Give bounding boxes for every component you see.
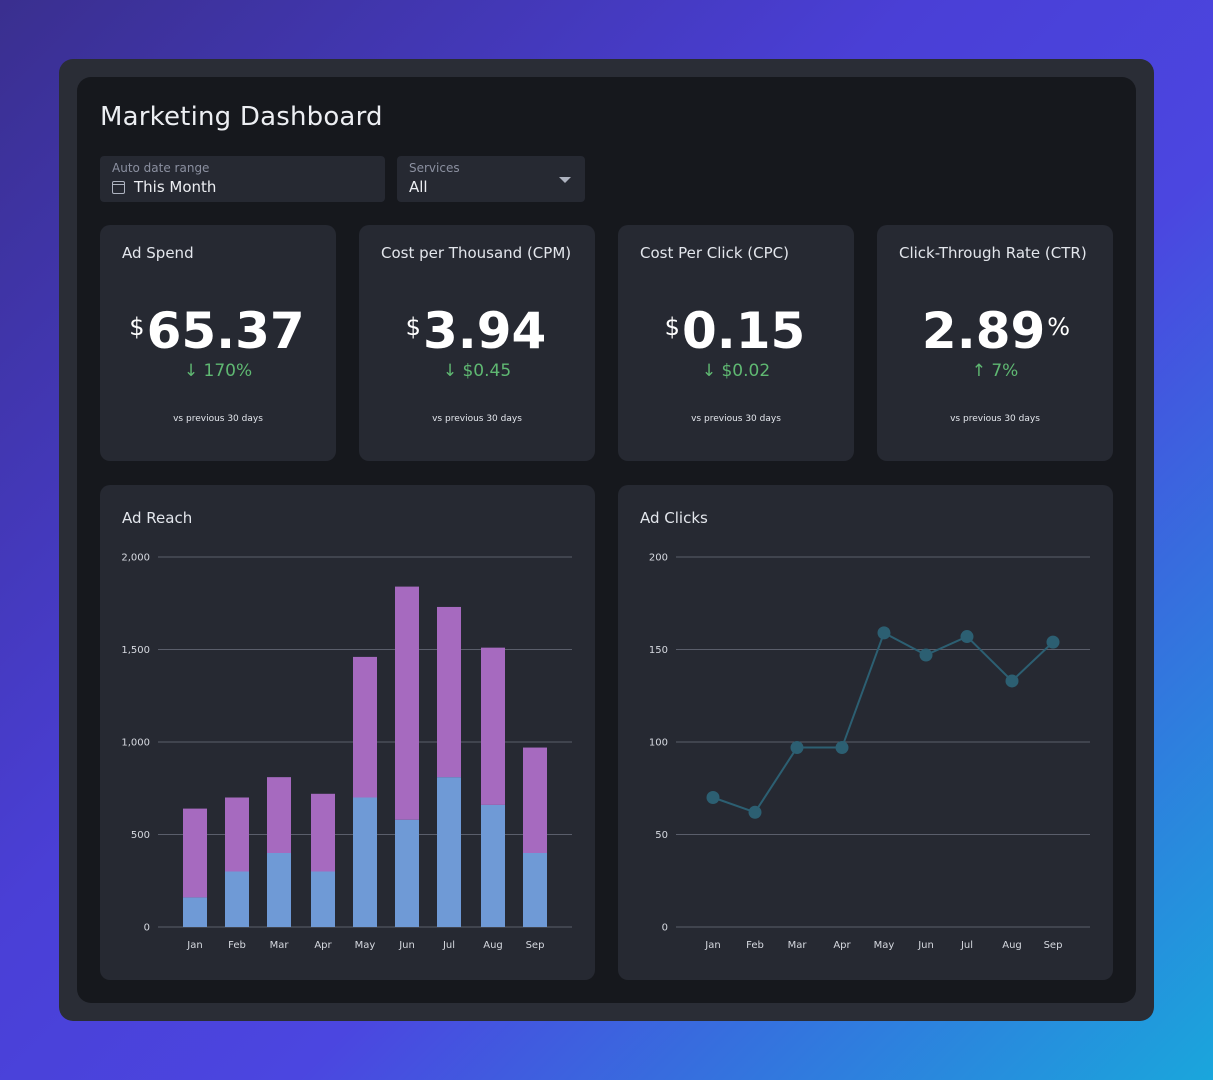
bar-lower xyxy=(183,897,207,927)
data-point xyxy=(790,741,804,755)
kpi-note: vs previous 30 days xyxy=(173,414,263,424)
services-value: All xyxy=(409,178,428,196)
x-tick-label: Apr xyxy=(833,940,851,951)
bar-upper xyxy=(225,797,249,872)
kpi-value: $3.94 xyxy=(405,302,547,360)
kpi-delta: ↑ 7% xyxy=(971,361,1019,381)
chart-title: Ad Clicks xyxy=(640,509,708,527)
bar-upper xyxy=(395,586,419,820)
y-tick-label: 2,000 xyxy=(121,553,150,564)
y-tick-label: 50 xyxy=(655,830,668,841)
x-tick-label: Jun xyxy=(917,940,934,951)
x-tick-label: May xyxy=(874,940,895,951)
kpi-note: vs previous 30 days xyxy=(432,414,522,424)
x-tick-label: Mar xyxy=(788,940,808,951)
services-label: Services xyxy=(409,161,460,175)
kpi-title: Cost per Thousand (CPM) xyxy=(381,244,572,262)
kpi-note: vs previous 30 days xyxy=(691,414,781,424)
bar-upper xyxy=(481,647,505,805)
series-line xyxy=(712,631,1054,814)
ad-reach-chart: 0 500 1,000 1,500 2,000 Jan Feb Mar Apr May Jun Jul… xyxy=(121,553,572,951)
kpi-note: vs previous 30 days xyxy=(950,414,1040,424)
bar-upper xyxy=(353,656,377,798)
x-tick-label: Aug xyxy=(1002,940,1022,951)
x-tick-label: Jul xyxy=(960,940,973,951)
kpi-title: Click-Through Rate (CTR) xyxy=(899,244,1087,262)
date-range-label: Auto date range xyxy=(112,161,210,175)
chart-title: Ad Reach xyxy=(122,509,193,527)
services-filter[interactable]: Services All xyxy=(397,156,585,202)
kpi-value: $0.15 xyxy=(664,302,806,360)
y-tick-label: 1,000 xyxy=(121,738,150,749)
bar-upper xyxy=(437,606,461,778)
data-point xyxy=(748,805,762,819)
bar-upper xyxy=(523,747,547,853)
x-tick-label: Mar xyxy=(270,940,290,951)
date-range-value: This Month xyxy=(134,178,217,196)
kpi-value: 2.89% xyxy=(921,302,1071,360)
data-point xyxy=(1005,674,1019,688)
kpi-card-cpm: Cost per Thousand (CPM) $3.94 ↓ $0.45 vs… xyxy=(359,225,595,461)
page-title: Marketing Dashboard xyxy=(100,102,383,132)
y-tick-label: 0 xyxy=(662,923,668,934)
x-tick-label: Jul xyxy=(442,940,455,951)
x-tick-label: Jan xyxy=(704,940,720,951)
bar-lower xyxy=(395,819,419,927)
data-point xyxy=(1046,635,1060,649)
date-range-filter[interactable]: Auto date range This Month xyxy=(100,156,385,202)
kpi-card-cpc: Cost Per Click (CPC) $0.15 ↓ $0.02 vs pr… xyxy=(618,225,854,461)
x-tick-label: Feb xyxy=(746,940,764,951)
bar-lower xyxy=(267,853,291,927)
bar-lower xyxy=(353,797,377,927)
bar-lower xyxy=(437,777,461,927)
kpi-delta: ↓ 170% xyxy=(183,361,253,381)
x-tick-label: Sep xyxy=(526,940,545,951)
bar-lower xyxy=(523,853,547,927)
x-tick-label: Feb xyxy=(228,940,246,951)
kpi-card-ad-spend: Ad Spend $65.37 ↓ 170% vs previous 30 da… xyxy=(100,225,336,461)
kpi-delta: ↓ $0.02 xyxy=(701,361,771,381)
x-tick-label: May xyxy=(355,940,376,951)
y-tick-label: 0 xyxy=(144,923,150,934)
data-point xyxy=(835,741,849,755)
bar-lower xyxy=(311,871,335,927)
ad-clicks-chart: 0 50 100 150 200 Jan Feb Mar Apr May Jun Jul Aug Sep xyxy=(649,553,1090,951)
bar-lower xyxy=(225,871,249,927)
bar-upper xyxy=(183,808,207,898)
kpi-delta: ↓ $0.45 xyxy=(442,361,512,381)
x-tick-label: Jan xyxy=(186,940,202,951)
y-tick-label: 150 xyxy=(649,645,668,656)
y-tick-label: 500 xyxy=(131,830,150,841)
kpi-title: Cost Per Click (CPC) xyxy=(640,244,789,262)
x-tick-label: Apr xyxy=(314,940,332,951)
kpi-value: $65.37 xyxy=(129,302,305,360)
y-tick-label: 100 xyxy=(649,738,668,749)
calendar-icon xyxy=(112,180,125,194)
data-point xyxy=(877,626,891,640)
x-tick-label: Aug xyxy=(483,940,503,951)
y-tick-label: 1,500 xyxy=(121,645,150,656)
kpi-title: Ad Spend xyxy=(122,244,194,262)
bar-upper xyxy=(267,777,291,853)
data-point xyxy=(706,791,720,804)
data-point xyxy=(960,630,974,644)
x-tick-label: Sep xyxy=(1044,940,1063,951)
ad-reach-card: Ad Reach 0 500 1,000 1,500 2,000 Jan Feb Mar Apr… xyxy=(100,485,595,980)
y-tick-label: 200 xyxy=(649,553,668,564)
kpi-card-ctr: Click-Through Rate (CTR) 2.89% ↑ 7% vs p… xyxy=(877,225,1113,461)
x-tick-label: Jun xyxy=(398,940,415,951)
data-point xyxy=(919,648,933,662)
ad-clicks-card: Ad Clicks 0 50 100 150 200 Jan Feb Mar Apr May Jun… xyxy=(618,485,1113,980)
bar-lower xyxy=(481,804,505,927)
bar-upper xyxy=(311,793,335,872)
chevron-down-icon[interactable] xyxy=(559,177,571,183)
